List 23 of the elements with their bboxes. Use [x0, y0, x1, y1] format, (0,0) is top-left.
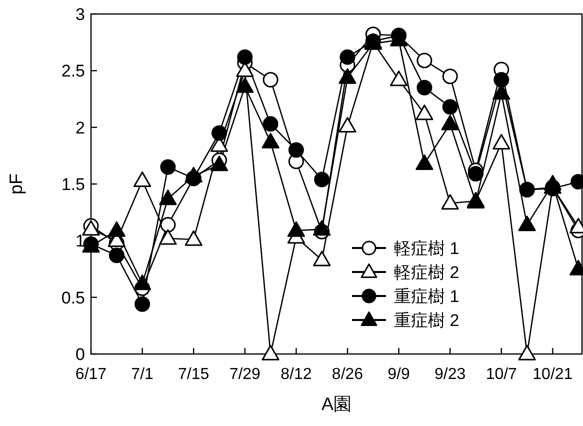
x-tick-label: 8/12: [280, 366, 312, 383]
legend-label: 重症樹 1: [394, 287, 460, 306]
x-axis-title: A園: [321, 394, 352, 414]
y-axis-title: pF: [6, 173, 26, 195]
x-tick-label: 10/7: [486, 366, 518, 383]
y-tick-label: 0.5: [61, 288, 85, 308]
x-tick-label: 9/9: [388, 366, 410, 383]
y-tick-label: 2.5: [61, 62, 85, 81]
y-tick-label: 3: [76, 5, 85, 24]
y-tick-label: 1.5: [61, 175, 85, 194]
legend-label: 軽症樹 1: [394, 239, 460, 258]
x-tick-label: 6/17: [75, 366, 107, 383]
y-tick-label: 1: [76, 232, 85, 251]
x-tick-label: 7/1: [131, 366, 154, 383]
y-tick-label: 2: [76, 118, 85, 138]
y-tick-label: 0: [76, 345, 85, 364]
legend-label: 重症樹 2: [394, 311, 460, 330]
x-tick-label: 10/21: [532, 366, 573, 383]
x-tick-label: 7/29: [229, 366, 261, 383]
x-tick-label: 8/26: [332, 366, 364, 383]
x-tick-label: 9/23: [434, 366, 466, 383]
legend-label: 軽症樹 2: [394, 263, 460, 282]
x-tick-label: 7/15: [178, 366, 210, 383]
